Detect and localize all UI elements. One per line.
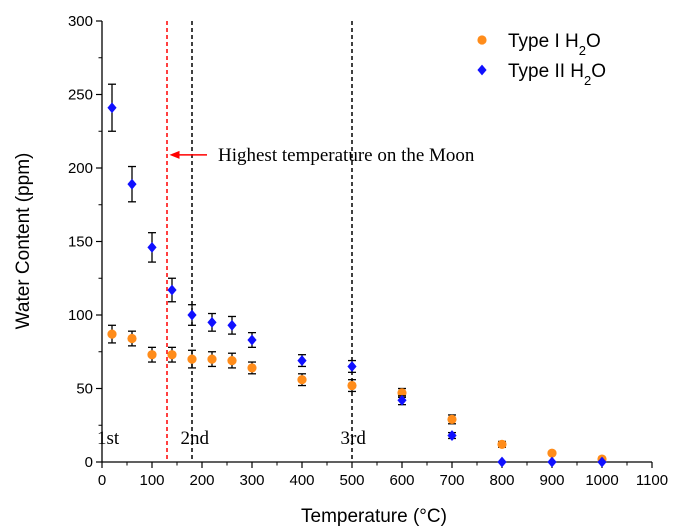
data-point — [247, 363, 257, 373]
axes: 0 100 200 300 400 500 600 700 800 900 1000 11000501… — [68, 13, 668, 489]
legend-entry: Type II H2O — [477, 61, 606, 88]
reference-lines — [166, 21, 353, 462]
x-tick-label: 800 — [489, 472, 514, 489]
data-point — [477, 35, 487, 45]
x-tick-label: 400 — [289, 472, 314, 489]
data-point — [447, 414, 457, 424]
data-point — [147, 350, 157, 360]
data-series — [107, 83, 607, 468]
stage-label: 2nd — [181, 428, 210, 449]
data-point — [247, 334, 257, 346]
data-point — [547, 456, 557, 468]
legend-label: Type II H2O — [508, 61, 606, 88]
y-tick-label: 50 — [76, 381, 93, 398]
legend-entry: Type I H2O — [477, 31, 601, 58]
data-point — [497, 439, 507, 449]
data-point — [207, 316, 217, 328]
data-point — [107, 329, 117, 339]
data-point — [227, 319, 237, 331]
data-point — [297, 355, 307, 366]
data-point — [227, 355, 237, 366]
data-point — [187, 309, 197, 321]
data-point — [167, 284, 177, 296]
data-point — [297, 375, 307, 385]
y-tick-label: 150 — [68, 234, 93, 251]
data-point — [477, 64, 487, 76]
y-tick-label: 300 — [68, 13, 93, 30]
y-tick-label: 250 — [68, 87, 93, 104]
data-point — [597, 456, 607, 468]
data-point — [167, 350, 177, 360]
legend-label: Type I H2O — [508, 31, 601, 58]
annotation-text: Highest temperature on the Moon — [218, 145, 475, 166]
annotation-arrowhead — [169, 150, 180, 159]
data-point — [187, 354, 197, 364]
data-point — [547, 448, 557, 458]
x-tick-label: 600 — [389, 472, 414, 489]
data-point — [127, 333, 137, 344]
data-point — [347, 380, 357, 391]
x-tick-label: 1100 — [636, 472, 668, 489]
data-point — [127, 178, 137, 190]
x-tick-label: 900 — [539, 472, 564, 489]
x-tick-label: 100 — [139, 472, 164, 489]
y-tick-label: 200 — [68, 160, 93, 177]
y-tick-label: 100 — [68, 307, 93, 324]
data-point — [207, 354, 217, 364]
legend: Type I H2O Type II H2O — [477, 31, 606, 88]
series-2 — [107, 83, 607, 468]
x-axis-title: Temperature (°C) — [301, 506, 447, 527]
y-tick-label: 0 — [85, 454, 93, 471]
data-point — [107, 102, 117, 114]
data-point — [497, 456, 507, 468]
y-axis-title: Water Content (ppm) — [13, 153, 34, 330]
data-point — [147, 241, 157, 253]
x-tick-label: 200 — [189, 472, 214, 489]
data-point — [347, 361, 357, 372]
x-tick-label: 700 — [439, 472, 464, 489]
data-point — [447, 430, 457, 441]
x-tick-label: 500 — [339, 472, 364, 489]
x-tick-label: 1000 — [585, 472, 618, 489]
series-1 — [107, 324, 607, 464]
stage-label: 3rd — [341, 428, 367, 449]
x-tick-label: 300 — [239, 472, 264, 489]
data-point — [397, 394, 407, 406]
x-tick-label: 0 — [98, 472, 106, 489]
stage-label: 1st — [97, 428, 120, 449]
annotations: 1st 2nd 3rd Highest temperature on the Moon — [97, 145, 475, 449]
